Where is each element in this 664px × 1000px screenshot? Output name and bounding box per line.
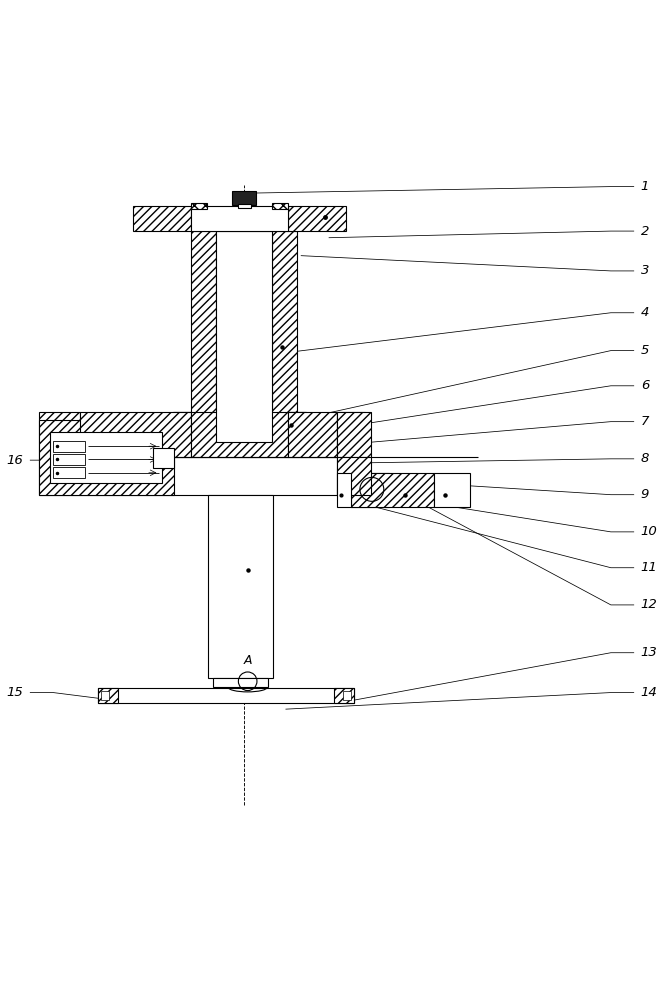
Text: 9: 9 [641, 488, 649, 501]
Text: 1: 1 [641, 180, 649, 193]
Text: A: A [244, 654, 252, 667]
Bar [98, 688, 118, 703]
Text: 6: 6 [641, 379, 649, 392]
Text: 5: 5 [641, 344, 649, 357]
Bar [337, 412, 365, 457]
Bar [343, 691, 351, 700]
Bar [80, 412, 191, 457]
Bar [337, 457, 371, 495]
Text: 4: 4 [641, 306, 649, 319]
Bar [272, 231, 297, 442]
Bar [133, 206, 191, 231]
Bar [191, 412, 288, 457]
Bar [288, 206, 346, 231]
Bar [39, 412, 80, 495]
Text: 14: 14 [641, 686, 657, 699]
Text: 8: 8 [641, 452, 649, 465]
Bar [288, 412, 306, 442]
Bar [337, 412, 371, 457]
Bar [101, 691, 109, 700]
Bar [337, 473, 351, 507]
Bar [53, 467, 85, 478]
Bar [173, 412, 191, 442]
Bar [288, 412, 337, 457]
Text: 16: 16 [7, 454, 23, 467]
Bar [351, 473, 389, 507]
Bar [351, 473, 434, 507]
Bar [191, 206, 288, 231]
Bar [191, 203, 207, 209]
Bar [238, 204, 251, 208]
Bar [434, 473, 470, 507]
Text: 10: 10 [641, 525, 657, 538]
Bar [232, 191, 256, 205]
Bar [39, 420, 174, 495]
Bar [80, 457, 337, 495]
Text: 3: 3 [641, 264, 649, 277]
Bar [191, 231, 216, 442]
Text: 12: 12 [641, 598, 657, 611]
Bar [53, 441, 85, 452]
Bar [50, 432, 162, 483]
Bar [213, 678, 268, 687]
Bar [272, 203, 288, 209]
Text: 15: 15 [7, 686, 23, 699]
Bar [334, 688, 354, 703]
Bar [216, 231, 272, 442]
Bar [153, 448, 174, 468]
Text: 2: 2 [641, 225, 649, 238]
Bar [53, 454, 85, 465]
Text: 11: 11 [641, 561, 657, 574]
Text: 7: 7 [641, 415, 649, 428]
Text: 13: 13 [641, 646, 657, 659]
Bar [98, 688, 354, 703]
Bar [208, 495, 273, 678]
